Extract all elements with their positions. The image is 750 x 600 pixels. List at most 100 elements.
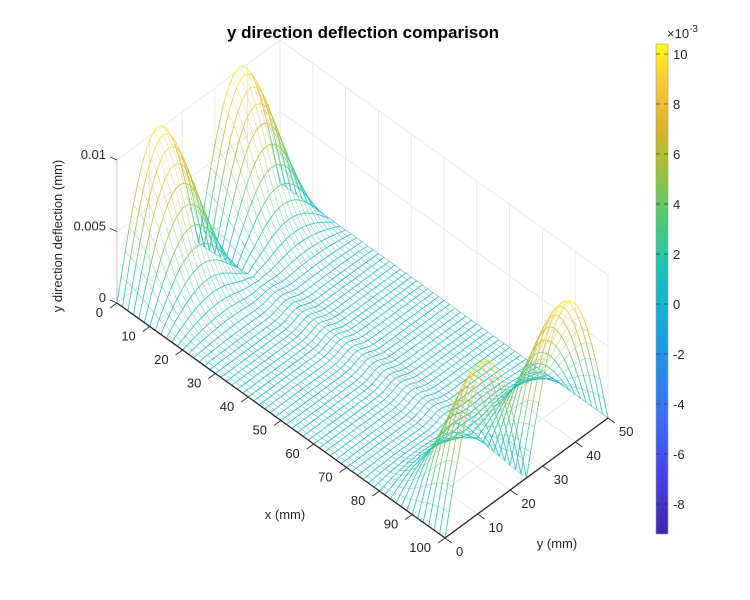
mesh-segment (582, 375, 588, 391)
mesh-segment (431, 377, 437, 382)
mesh-segment (487, 398, 494, 400)
mesh-segment (165, 169, 171, 178)
mesh-segment (332, 445, 339, 450)
mesh-segment (323, 444, 329, 450)
mesh-segment (397, 479, 403, 482)
mesh-segment (445, 327, 450, 332)
mesh-segment (198, 282, 204, 288)
mesh-segment (168, 147, 175, 166)
mesh-segment (377, 314, 382, 319)
mesh-segment (367, 356, 373, 360)
mesh-segment (362, 475, 368, 480)
mesh-segment (413, 425, 419, 430)
mesh-segment (495, 372, 502, 377)
mesh-segment (561, 378, 568, 381)
mesh-segment (375, 286, 382, 292)
mesh-segment (436, 416, 441, 423)
mesh-segment (171, 277, 177, 288)
mesh-segment (344, 389, 351, 394)
mesh-segment (387, 322, 393, 327)
mesh-segment (426, 329, 433, 334)
mesh-segment (494, 339, 499, 344)
mesh-segment (204, 334, 209, 340)
mesh-segment (191, 349, 198, 355)
mesh-segment (545, 326, 551, 342)
mesh-segment (244, 245, 251, 255)
mesh-segment (362, 407, 369, 413)
mesh-segment (384, 446, 391, 451)
mesh-segment (285, 239, 292, 250)
mesh-segment (408, 425, 414, 430)
mesh-segment (596, 409, 603, 415)
mesh-segment (358, 383, 363, 388)
mesh-segment (326, 370, 333, 375)
mesh-segment (484, 402, 490, 407)
mesh-segment (215, 173, 222, 182)
mesh-segment (389, 399, 395, 404)
mesh-segment (517, 361, 523, 366)
mesh-segment (385, 453, 392, 457)
mesh-segment (363, 358, 369, 363)
mesh-segment (352, 332, 358, 335)
mesh-segment (433, 336, 438, 341)
mesh-segment (178, 316, 185, 325)
mesh-segment (247, 213, 254, 227)
mesh-segment (236, 79, 242, 89)
mesh-segment (191, 246, 197, 251)
mesh-segment (346, 235, 353, 241)
mesh-segment (469, 406, 475, 417)
mesh-segment (348, 334, 354, 337)
mesh-segment (432, 483, 438, 505)
mesh-segment (355, 367, 361, 373)
mesh-segment (304, 248, 310, 253)
mesh-segment (149, 131, 155, 141)
mesh-segment (239, 65, 244, 68)
mesh-segment (485, 425, 491, 427)
mesh-segment (254, 360, 261, 365)
mesh-segment (198, 332, 205, 340)
mesh-segment (323, 324, 329, 328)
mesh-segment (306, 289, 312, 295)
mesh-segment (261, 291, 266, 296)
mesh-segment (255, 318, 262, 324)
mesh-segment (521, 379, 528, 381)
mesh-segment (430, 466, 436, 485)
mesh-segment (203, 246, 210, 251)
mesh-segment (272, 304, 278, 309)
mesh-segment (287, 356, 292, 361)
mesh-segment (355, 274, 360, 279)
mesh-segment (399, 450, 406, 454)
mesh-segment (275, 392, 282, 397)
mesh-segment (326, 320, 333, 325)
mesh-segment (240, 156, 246, 171)
mesh-segment (201, 261, 206, 265)
mesh-segment (271, 164, 277, 168)
mesh-segment (268, 115, 274, 132)
mesh-segment (502, 356, 508, 361)
mesh-segment (252, 135, 259, 157)
mesh-segment (250, 383, 256, 388)
mesh-segment (487, 378, 494, 382)
mesh-segment (441, 333, 448, 339)
mesh-segment (243, 65, 248, 69)
mesh-segment (378, 419, 385, 424)
mesh-segment (295, 377, 302, 382)
mesh-segment (202, 354, 208, 359)
mesh-segment (224, 283, 229, 287)
mesh-segment (444, 512, 450, 539)
mesh-segment (512, 378, 517, 382)
mesh-segment (506, 378, 513, 382)
mesh-segment (304, 323, 310, 329)
mesh-segment (387, 301, 394, 307)
mesh-segment (216, 328, 223, 335)
mesh-segment (232, 281, 237, 284)
mesh-segment (430, 349, 437, 355)
mesh-segment (326, 338, 332, 345)
mesh-segment (239, 326, 245, 331)
mesh-segment (172, 146, 179, 164)
mesh-segment (273, 409, 280, 414)
mesh-segment (385, 284, 390, 289)
mesh-segment (313, 319, 319, 324)
mesh-segment (338, 262, 344, 267)
mesh-segment (421, 441, 428, 444)
